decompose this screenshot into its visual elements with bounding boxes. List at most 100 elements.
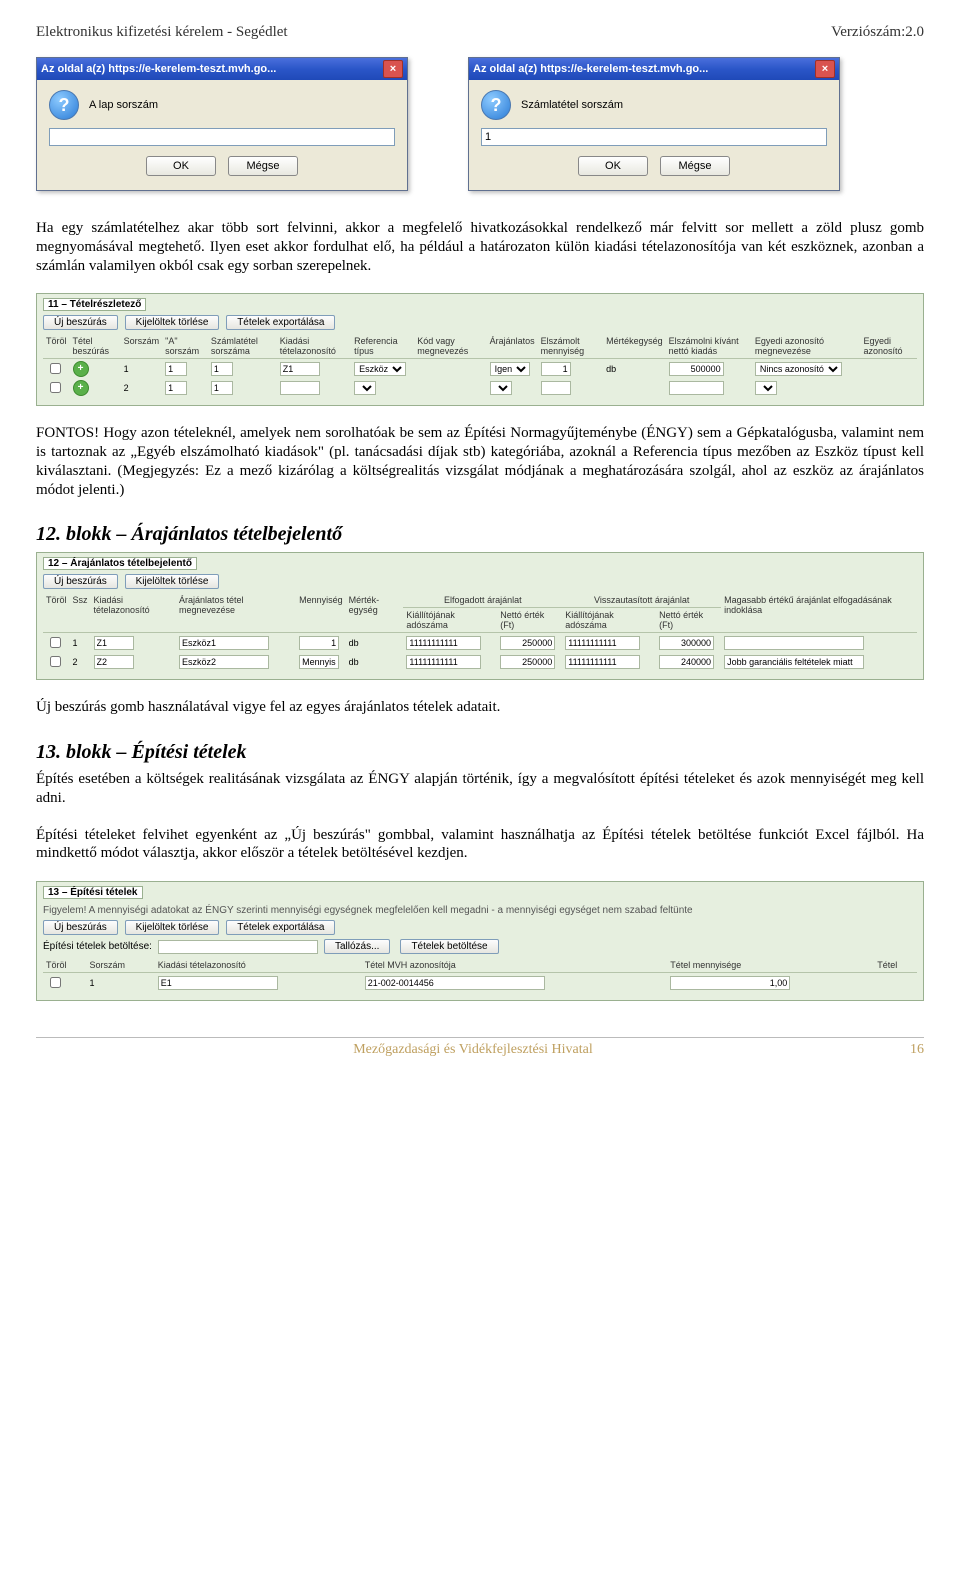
- paragraph-1: Ha egy számlatételhez akar több sort fel…: [36, 219, 924, 275]
- section-head: 13 – Építési tételek: [43, 886, 143, 899]
- menny-input[interactable]: [299, 636, 339, 650]
- table-row: + 1 Eszköz Igen db Nincs azonosító: [43, 359, 917, 379]
- lap-sorszam-input[interactable]: [49, 128, 395, 146]
- ref-select[interactable]: Eszköz: [354, 362, 406, 376]
- betoltes-label: Építési tételek betöltése:: [43, 941, 152, 952]
- b-net-input[interactable]: [659, 636, 714, 650]
- araj-select[interactable]: [490, 381, 512, 395]
- netto-input[interactable]: [669, 362, 724, 376]
- dialogs-row: Az oldal a(z) https://e-kerelem-teszt.mv…: [36, 57, 924, 191]
- b-net-input[interactable]: [659, 655, 714, 669]
- dialog-label: Számlatétel sorszám: [521, 99, 623, 111]
- araj-select[interactable]: Igen: [490, 362, 530, 376]
- a-input[interactable]: [165, 381, 187, 395]
- formshot-11: 11 – Tételrészletező Új beszúrás Kijelöl…: [36, 293, 924, 406]
- paragraph-5: Építési tételeket felvihet egyenként az …: [36, 826, 924, 864]
- table-row: 2 db: [43, 652, 917, 671]
- a-ado-input[interactable]: [406, 655, 481, 669]
- plus-icon[interactable]: +: [73, 361, 89, 377]
- szt-input[interactable]: [211, 381, 233, 395]
- warning-text: Figyelem! A mennyiségi adatokat az ÉNGY …: [43, 905, 917, 916]
- kijeloltek-torlese-button[interactable]: Kijelöltek törlése: [125, 920, 220, 935]
- menny-input[interactable]: [299, 655, 339, 669]
- cancel-button[interactable]: Mégse: [228, 156, 298, 176]
- header-right: Verziószám:2.0: [831, 24, 924, 41]
- heading-12: 12. blokk – Árajánlatos tételbejelentő: [36, 523, 924, 546]
- tetelek-exportalasa-button[interactable]: Tételek exportálása: [226, 920, 335, 935]
- kijeloltek-torlese-button[interactable]: Kijelöltek törlése: [125, 574, 220, 589]
- table-12: Töröl Ssz Kiadási tételazonosító Árajánl…: [43, 593, 917, 671]
- table-row: 1: [43, 973, 917, 993]
- b-ado-input[interactable]: [565, 655, 640, 669]
- row-checkbox[interactable]: [50, 363, 61, 374]
- cancel-button[interactable]: Mégse: [660, 156, 730, 176]
- row-checkbox[interactable]: [50, 977, 61, 988]
- tetelek-exportalasa-button[interactable]: Tételek exportálása: [226, 315, 335, 330]
- kiad-input[interactable]: [94, 636, 134, 650]
- dialog-titlebar: Az oldal a(z) https://e-kerelem-teszt.mv…: [37, 58, 407, 80]
- ref-select[interactable]: [354, 381, 376, 395]
- kiad-input[interactable]: [158, 976, 278, 990]
- szamlatetel-sorszam-input[interactable]: [481, 128, 827, 146]
- paragraph-3: Új beszúrás gomb használatával vigye fel…: [36, 698, 924, 717]
- question-icon: ?: [49, 90, 79, 120]
- close-icon[interactable]: ×: [815, 60, 835, 78]
- tallozas-button[interactable]: Tallózás...: [324, 939, 390, 954]
- table-row: + 2: [43, 378, 917, 397]
- egyedi-select[interactable]: Nincs azonosító: [755, 362, 842, 376]
- paragraph-4: Építés esetében a költségek realitásának…: [36, 770, 924, 808]
- kiad-input[interactable]: [94, 655, 134, 669]
- uj-beszuras-button[interactable]: Új beszúrás: [43, 574, 118, 589]
- menny-input[interactable]: [541, 362, 571, 376]
- heading-13: 13. blokk – Építési tételek: [36, 741, 924, 764]
- menny-input[interactable]: [541, 381, 571, 395]
- uj-beszuras-button[interactable]: Új beszúrás: [43, 920, 118, 935]
- a-net-input[interactable]: [500, 636, 555, 650]
- szt-input[interactable]: [211, 362, 233, 376]
- row-checkbox[interactable]: [50, 637, 61, 648]
- paragraph-2: FONTOS! Hogy azon tételeknél, amelyek ne…: [36, 424, 924, 499]
- ind-input[interactable]: [724, 655, 864, 669]
- formshot-12: 12 – Árajánlatos tételbejelentő Új beszú…: [36, 552, 924, 680]
- dialog-lap-sorszam: Az oldal a(z) https://e-kerelem-teszt.mv…: [36, 57, 408, 191]
- tetelek-betoltese-button[interactable]: Tételek betöltése: [400, 939, 498, 954]
- table-13: Töröl Sorszám Kiadási tételazonosító Tét…: [43, 958, 917, 992]
- dialog-titlebar: Az oldal a(z) https://e-kerelem-teszt.mv…: [469, 58, 839, 80]
- page-footer: Mezőgazdasági és Vidékfejlesztési Hivata…: [36, 1037, 924, 1058]
- footer-page-number: 16: [910, 1042, 924, 1058]
- kiad-input[interactable]: [280, 362, 320, 376]
- mvh-input[interactable]: [365, 976, 545, 990]
- close-icon[interactable]: ×: [383, 60, 403, 78]
- plus-icon[interactable]: +: [73, 380, 89, 396]
- page-header: Elektronikus kifizetési kérelem - Segédl…: [36, 24, 924, 41]
- section-head: 12 – Árajánlatos tételbejelentő: [43, 557, 197, 570]
- megn-input[interactable]: [179, 655, 269, 669]
- header-left: Elektronikus kifizetési kérelem - Segédl…: [36, 24, 288, 41]
- netto-input[interactable]: [669, 381, 724, 395]
- ok-button[interactable]: OK: [578, 156, 648, 176]
- a-ado-input[interactable]: [406, 636, 481, 650]
- dialog-label: A lap sorszám: [89, 99, 158, 111]
- table-11: Töröl Tétel beszúrás Sorszám "A" sorszám…: [43, 334, 917, 397]
- kijeloltek-torlese-button[interactable]: Kijelöltek törlése: [125, 315, 220, 330]
- a-input[interactable]: [165, 362, 187, 376]
- dialog-title: Az oldal a(z) https://e-kerelem-teszt.mv…: [473, 63, 708, 75]
- question-icon: ?: [481, 90, 511, 120]
- row-checkbox[interactable]: [50, 382, 61, 393]
- a-net-input[interactable]: [500, 655, 555, 669]
- footer-center: Mezőgazdasági és Vidékfejlesztési Hivata…: [353, 1042, 593, 1058]
- egyedi-select[interactable]: [755, 381, 777, 395]
- dialog-title: Az oldal a(z) https://e-kerelem-teszt.mv…: [41, 63, 276, 75]
- kiad-input[interactable]: [280, 381, 320, 395]
- file-path-input[interactable]: [158, 940, 318, 954]
- menny-input[interactable]: [670, 976, 790, 990]
- table-row: 1 db: [43, 633, 917, 653]
- ind-input[interactable]: [724, 636, 864, 650]
- b-ado-input[interactable]: [565, 636, 640, 650]
- megn-input[interactable]: [179, 636, 269, 650]
- ok-button[interactable]: OK: [146, 156, 216, 176]
- section-head: 11 – Tételrészletező: [43, 298, 146, 311]
- uj-beszuras-button[interactable]: Új beszúrás: [43, 315, 118, 330]
- formshot-13: 13 – Építési tételek Figyelem! A mennyis…: [36, 881, 924, 1001]
- row-checkbox[interactable]: [50, 656, 61, 667]
